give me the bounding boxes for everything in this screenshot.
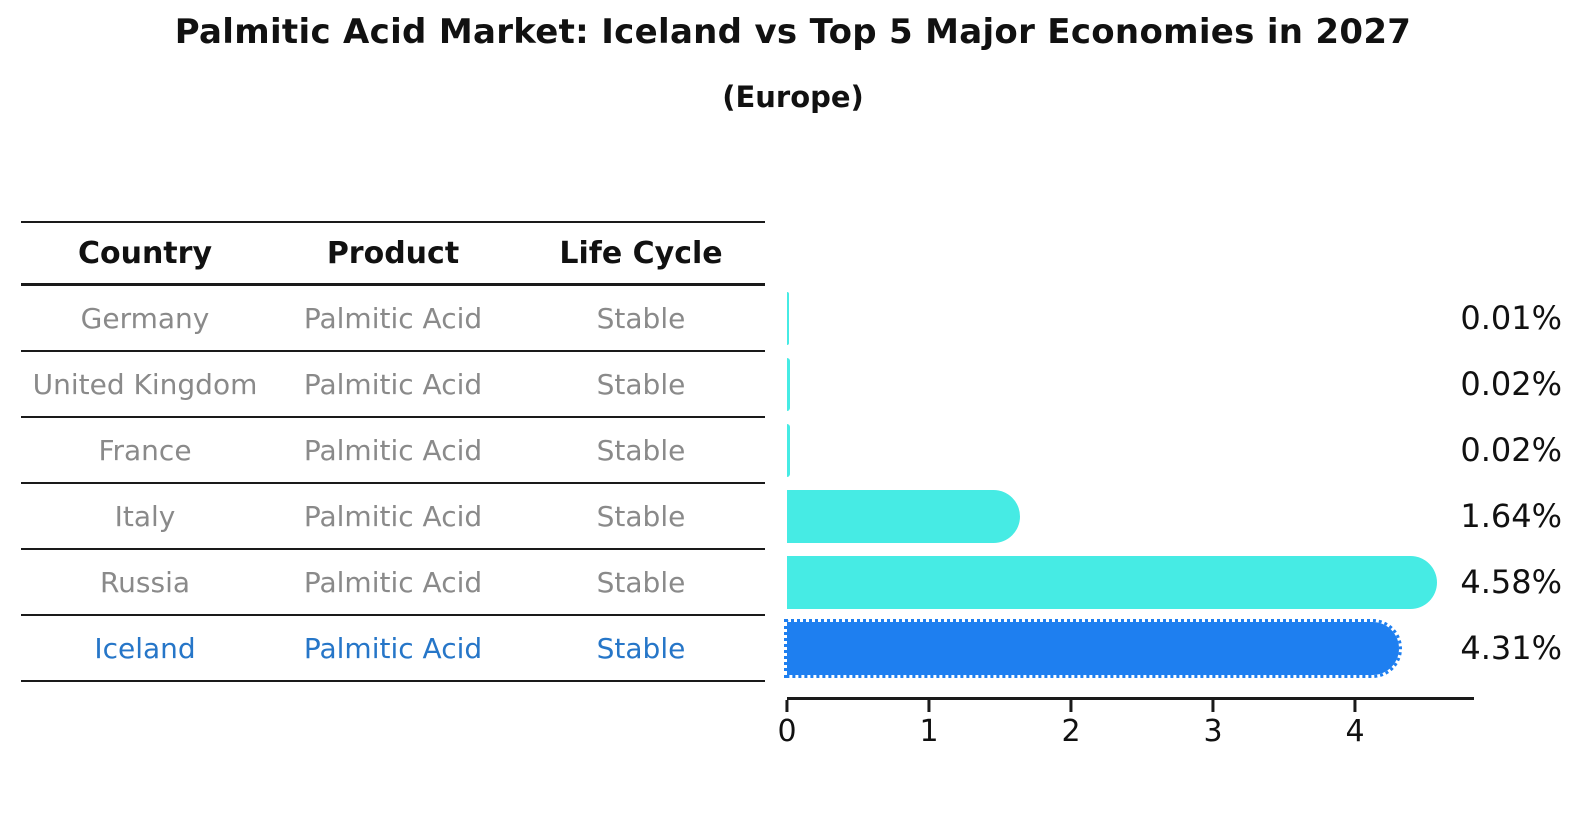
lifecycle-cell: Stable [596,367,686,401]
lifecycle-cell: Stable [596,433,686,467]
value-label: 4.58% [1460,563,1562,601]
tick-label: 0 [777,714,797,749]
value-label: 4.31% [1460,629,1562,667]
column-header-country: Country [77,235,213,271]
bar-united-kingdom [787,357,790,411]
country-cell: Iceland [94,631,196,665]
product-cell: Palmitic Acid [303,631,483,665]
tick-mark [1211,700,1215,712]
tick-label: 1 [919,714,939,749]
lifecycle-cell: Stable [596,301,686,335]
tick-mark [1353,700,1357,712]
table-row: United Kingdom Palmitic Acid Stable [21,352,765,418]
table-header-row: Country Product Life Cycle [21,223,765,286]
bar-russia [787,555,1438,609]
x-tick: 1 [919,700,939,749]
product-cell: Palmitic Acid [303,301,483,335]
x-tick: 4 [1345,700,1365,749]
value-label: 1.64% [1460,497,1562,535]
table-row-highlighted: Iceland Palmitic Acid Stable [21,616,765,680]
value-label: 0.02% [1460,431,1562,469]
x-tick: 2 [1061,700,1081,749]
tick-mark [1069,700,1073,712]
lifecycle-cell: Stable [596,499,686,533]
chart-subtitle: (Europe) [722,80,864,114]
bar-iceland [783,618,1403,678]
value-label: 0.01% [1460,299,1562,337]
country-cell: Italy [114,499,176,533]
chart-title: Palmitic Acid Market: Iceland vs Top 5 M… [174,12,1412,52]
product-cell: Palmitic Acid [303,433,483,467]
country-cell: Germany [80,301,210,335]
product-cell: Palmitic Acid [303,367,483,401]
lifecycle-cell: Stable [596,565,686,599]
country-cell: France [98,433,192,467]
product-cell: Palmitic Acid [303,499,483,533]
bar-germany [787,291,789,345]
product-cell: Palmitic Acid [303,565,483,599]
country-cell: Russia [99,565,191,599]
lifecycle-cell: Stable [596,631,686,665]
table-row: Germany Palmitic Acid Stable [21,286,765,352]
comparison-table: Country Product Life Cycle Germany Palmi… [21,221,765,682]
column-header-lifecycle: Life Cycle [559,235,723,271]
tick-label: 4 [1345,714,1365,749]
x-axis-line [787,697,1474,700]
value-label: 0.02% [1460,365,1562,403]
table-row: France Palmitic Acid Stable [21,418,765,484]
x-tick: 3 [1203,700,1223,749]
country-cell: United Kingdom [32,367,258,401]
bar-italy [787,489,1020,543]
tick-mark [927,700,931,712]
bar-france [787,423,790,477]
table-row: Italy Palmitic Acid Stable [21,484,765,550]
tick-mark [785,700,789,712]
column-header-product: Product [326,235,460,271]
tick-label: 3 [1203,714,1223,749]
x-tick: 0 [777,700,797,749]
tick-label: 2 [1061,714,1081,749]
table-row: Russia Palmitic Acid Stable [21,550,765,616]
